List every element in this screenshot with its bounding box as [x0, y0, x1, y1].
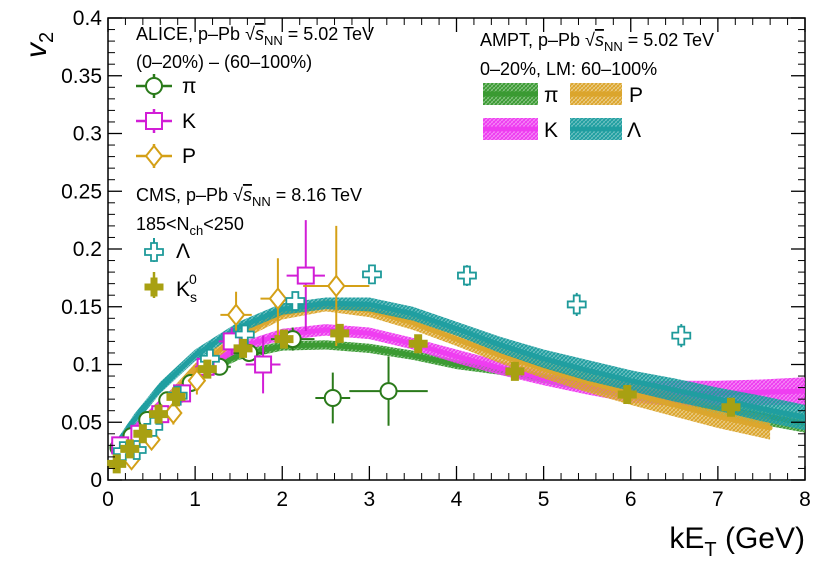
alice-legend-kaon: K [136, 109, 196, 133]
pion-point [379, 382, 398, 401]
cms-legend: CMS, p–Pb √sNN = 8.16 TeV 185<Nch<250 Λ … [136, 185, 362, 305]
cms-legend-lambda: Λ [144, 238, 190, 263]
kaon-point [254, 355, 273, 374]
k0s-point [330, 323, 350, 343]
lambda-point [143, 416, 164, 437]
lambda-point [362, 264, 382, 285]
y-tick-label: 0.3 [73, 123, 102, 146]
ampt-legend-proton: P [570, 83, 643, 107]
x-tick-label: 0 [102, 488, 114, 511]
k0s-point [505, 361, 525, 381]
lambda-point [457, 265, 477, 286]
y-tick-label: 0.15 [61, 296, 102, 319]
axis-ticks: 0 1 2 3 4 5 6 7 8 0 0.05 0.1 0.15 0.2 0.25 0.3 0.35 0.4 [61, 7, 811, 511]
x-tick-label: 8 [799, 488, 811, 511]
proton-point [164, 401, 183, 425]
k0s-point [166, 387, 186, 407]
x-tick-label: 3 [364, 488, 376, 511]
x-axis-title: kET (GeV) [669, 522, 805, 561]
alice-legend-centrality: (0–20%) – (60–100%) [136, 52, 312, 72]
alice-kaon-label: K [182, 110, 196, 133]
ampt-legend-pion: π [483, 83, 559, 107]
proton-point [187, 369, 207, 393]
lambda-point [234, 324, 255, 345]
ampt-bands [114, 297, 805, 462]
proton-point [226, 303, 246, 327]
lambda-point [671, 325, 692, 346]
sqrt-symbol: √ [233, 185, 243, 205]
ampt-legend-kaon: K [483, 118, 558, 142]
y-tick-label: 0.4 [73, 7, 103, 30]
lambda-marker-icon [144, 242, 164, 262]
y-tick-label: 0.2 [73, 238, 102, 261]
pion-marker-icon [145, 77, 163, 95]
k0s-point [721, 397, 741, 417]
k0s-point [120, 439, 140, 459]
k0s-point [617, 385, 637, 405]
data-points [107, 220, 741, 474]
ampt-band-center [114, 300, 805, 448]
cms-legend-k0s: Ks0 [144, 271, 197, 305]
ampt-kaon-label: K [544, 119, 558, 142]
alice-pion-label: π [182, 75, 197, 98]
ampt-pion-label: π [544, 84, 559, 107]
k0s-point [233, 338, 253, 358]
k0s-point [197, 359, 217, 379]
alice-legend-pion: π [136, 74, 197, 98]
y-tick-label: 0 [90, 469, 102, 492]
ampt-legend-centrality: 0–20%, LM: 60–100% [480, 59, 657, 79]
k0s-marker-icon [144, 277, 164, 297]
proton-marker-icon [144, 144, 164, 168]
y-axis-title: v2 [20, 32, 58, 58]
ampt-proton-label: P [629, 84, 643, 107]
sqrt-symbol: √ [585, 30, 595, 50]
x-tick-label: 4 [451, 488, 463, 511]
ampt-legend-lambda: Λ [570, 118, 641, 142]
pion-point [323, 388, 342, 407]
x-tick-label: 1 [189, 488, 201, 511]
alice-legend-proton: P [136, 144, 196, 168]
k0s-point [274, 329, 294, 349]
cms-legend-multiplicity: 185<Nch<250 [136, 214, 244, 238]
alice-legend: ALICE, p–Pb √sNN = 5.02 TeV (0–20%) – (6… [136, 24, 374, 168]
lambda-point [566, 294, 587, 315]
y-tick-label: 0.1 [73, 354, 102, 377]
cms-lambda-label: Λ [176, 240, 190, 263]
kaon-point [296, 266, 315, 285]
y-tick-label: 0.05 [61, 411, 102, 434]
k0s-point [133, 424, 153, 444]
k0s-point [408, 334, 428, 354]
proton-point [326, 274, 346, 298]
alice-proton-label: P [182, 145, 196, 168]
k0s-point [107, 454, 127, 474]
cms-k0s-label: Ks0 [176, 271, 197, 305]
y-tick-label: 0.35 [61, 65, 102, 88]
lambda-point [285, 291, 306, 311]
ampt-legend: AMPT, p–Pb √sNN = 5.02 TeV 0–20%, LM: 60… [480, 30, 714, 142]
alice-legend-header: ALICE, p–Pb √sNN = 5.02 TeV [136, 24, 374, 48]
kaon-marker-icon [145, 112, 163, 130]
x-tick-label: 2 [276, 488, 288, 511]
ampt-lambda-label: Λ [627, 119, 641, 142]
proton-point [268, 287, 288, 311]
k0s-point [149, 404, 169, 424]
ampt-legend-header: AMPT, p–Pb √sNN = 5.02 TeV [480, 30, 714, 54]
x-tick-label: 5 [538, 488, 550, 511]
x-tick-label: 7 [712, 488, 724, 511]
cms-legend-header: CMS, p–Pb √sNN = 8.16 TeV [136, 185, 362, 209]
y-tick-label: 0.25 [61, 180, 102, 203]
x-tick-label: 6 [625, 488, 637, 511]
sqrt-symbol: √ [245, 24, 255, 44]
